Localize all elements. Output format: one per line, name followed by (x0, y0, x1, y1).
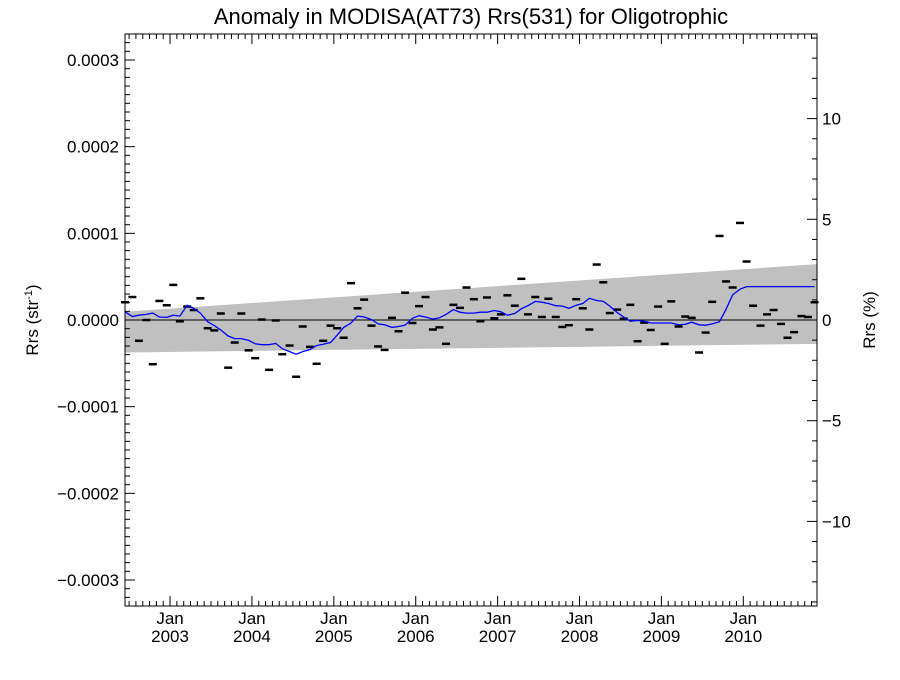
x-tick-label-year: 2003 (151, 627, 189, 646)
y2-tick-label: −10 (822, 512, 851, 531)
y-tick-label: −0.0002 (57, 484, 119, 503)
y-axis-ticks: 0.0003 0.0002 0.0001 0.0000 −0.0001 −0.0002 −0… (57, 33, 135, 607)
smoothed-anomaly-line (124, 285, 815, 355)
y-axis-title: Rrs (str-1) (23, 284, 42, 355)
y-axis-title-text: Rrs (str (23, 300, 42, 356)
x-tick-label-month: Jan (156, 609, 183, 628)
y-axis-title-suffix: ) (23, 284, 42, 290)
y-tick-label: 0.0001 (67, 224, 119, 243)
x-tick-label-month: Jan (730, 609, 757, 628)
y-tick-label: −0.0003 (57, 571, 119, 590)
y-tick-label: 0.0000 (67, 311, 119, 330)
y2-tick-label: 5 (822, 210, 831, 229)
x-tick-label-month: Jan (648, 609, 675, 628)
chart-title: Anomaly in MODISA(AT73) Rrs(531) for Oli… (214, 4, 728, 29)
uncertainty-band (125, 264, 817, 353)
y-tick-label: 0.0003 (67, 51, 119, 70)
uncertainty-band-layer (125, 264, 817, 353)
monthly-anomaly-markers (121, 221, 819, 379)
x-tick-label-month: Jan (402, 609, 429, 628)
y2-tick-label: −5 (822, 412, 841, 431)
y2-tick-label: 10 (822, 110, 841, 129)
y-tick-label: 0.0002 (67, 138, 119, 157)
x-tick-label-year: 2005 (315, 627, 353, 646)
x-tick-label-year: 2004 (233, 627, 271, 646)
y2-axis-ticks: 10 5 0 −5 −10 (807, 37, 851, 603)
x-tick-label-year: 2008 (561, 627, 599, 646)
x-tick-label-year: 2010 (724, 627, 762, 646)
x-tick-label-month: Jan (238, 609, 265, 628)
y2-tick-label: 0 (822, 311, 831, 330)
x-tick-label-month: Jan (566, 609, 593, 628)
series-layer (121, 221, 819, 379)
y-tick-label: −0.0001 (57, 398, 119, 417)
x-tick-label-month: Jan (320, 609, 347, 628)
y2-axis-title: Rrs (%) (860, 291, 879, 349)
y-axis-title-superscript: -1 (23, 290, 35, 300)
x-tick-label-year: 2006 (397, 627, 435, 646)
x-tick-label-month: Jan (484, 609, 511, 628)
x-tick-label-year: 2009 (642, 627, 680, 646)
x-tick-label-year: 2007 (479, 627, 517, 646)
x-axis-ticks: Jan2003Jan2004Jan2005Jan2006Jan2007Jan20… (128, 34, 813, 646)
